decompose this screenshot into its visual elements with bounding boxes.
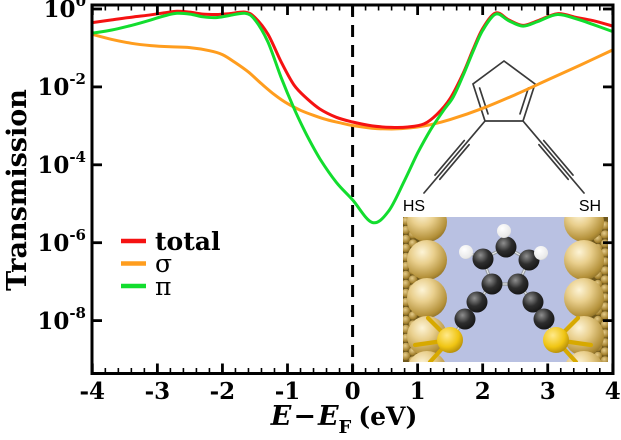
y-tick-label-1e0: 100 (44, 0, 86, 23)
hs-label: HS (403, 198, 425, 215)
gold-lattice-atom (403, 306, 411, 316)
carbon-atom (522, 291, 544, 313)
gold-atom (564, 240, 604, 280)
double-bond-left (478, 87, 489, 115)
y-tick-label-1e-2: 10-2 (37, 70, 86, 101)
gold-lattice-atom (403, 279, 411, 289)
curve-sigma (92, 32, 613, 131)
gold-lattice-atom (408, 275, 418, 284)
x-tick-label: 3 (540, 378, 556, 405)
gold-atom (407, 240, 447, 280)
triple-bond-left-a (438, 143, 470, 181)
carbon-atom (533, 308, 555, 330)
carbon-atom (454, 308, 476, 330)
left-arm-bond (423, 120, 486, 194)
gold-lattice-atom (600, 275, 608, 284)
carbon-atom (507, 273, 529, 295)
axis-ticks (90, 5, 615, 374)
gold-lattice-atom (403, 270, 411, 280)
x-tick-label: 0 (345, 378, 361, 405)
gold-lattice-atom (403, 342, 411, 352)
x-axis-label: E−EF (eV) (270, 401, 418, 438)
axes (90, 3, 615, 375)
gold-electrode-left (403, 217, 447, 362)
transmission-curves (92, 9, 613, 225)
gold-atom (564, 278, 604, 318)
hydrogen-atom (497, 224, 511, 238)
triple-bond-left-b (434, 139, 466, 176)
carbon-atom (481, 273, 503, 295)
legend-item-pi: π (121, 272, 171, 301)
y-tick-label-1e-4: 10-4 (37, 148, 86, 179)
molecule-structure-diagram: HS SH (403, 59, 601, 215)
triple-bond-right-b (542, 139, 574, 176)
legend-label-pi: π (155, 272, 171, 301)
curve-pi (92, 11, 613, 225)
gold-atom (564, 217, 604, 242)
gold-lattice-atom (600, 356, 608, 362)
x-tick-label: -4 (80, 378, 106, 405)
carbon-atom (495, 236, 517, 258)
x-tick-label: 4 (605, 378, 621, 405)
gold-lattice-atom (403, 243, 411, 253)
x-tick-label: -2 (210, 378, 236, 405)
x-tick-label: -3 (145, 378, 171, 405)
legend-item-sigma: σ (121, 249, 172, 278)
y-tick-labels: 100 10-2 10-4 10-6 10-8 (37, 0, 86, 335)
gold-lattice-atom (600, 266, 608, 275)
sulfur-atom (437, 327, 463, 353)
junction-3d-inset (403, 217, 608, 362)
legend-label-total: total (155, 227, 220, 256)
gold-atom (407, 217, 447, 242)
gold-atom (407, 278, 447, 318)
x-tick-label: -1 (275, 378, 301, 405)
gold-lattice-atom (600, 347, 608, 356)
carbon-atom (472, 248, 494, 270)
x-tick-label: 1 (410, 378, 426, 405)
y-axis-label: Transmission (2, 89, 33, 291)
sulfur-atom (543, 327, 569, 353)
sh-label: SH (579, 198, 601, 215)
double-bond-right (519, 87, 530, 115)
legend-label-sigma: σ (155, 249, 172, 278)
gold-lattice-atom (403, 315, 411, 325)
gold-lattice-atom (600, 320, 608, 329)
gold-electrode-right (564, 217, 608, 362)
gold-lattice-atom (600, 230, 608, 239)
hydrogen-atom (459, 245, 473, 259)
gold-lattice-atom (600, 311, 608, 320)
carbon-atom (466, 291, 488, 313)
y-tick-label-1e-6: 10-6 (37, 226, 86, 257)
hydrogen-atom (534, 246, 548, 260)
gold-lattice-atom (403, 351, 411, 361)
cyclopentadiene-ring (472, 59, 536, 122)
legend: total σ π (121, 227, 220, 301)
x-tick-label: 2 (475, 378, 491, 405)
gold-atom (564, 316, 604, 356)
right-arm-bond (522, 120, 585, 194)
molecule-3d (412, 224, 594, 362)
triple-bond-right-a (538, 143, 570, 181)
legend-item-total: total (121, 227, 220, 256)
y-tick-label-1e-8: 10-8 (37, 304, 86, 335)
gold-lattice-atom (403, 234, 411, 244)
x-tick-labels: -4 -3 -2 -1 0 1 2 3 4 (80, 378, 621, 405)
